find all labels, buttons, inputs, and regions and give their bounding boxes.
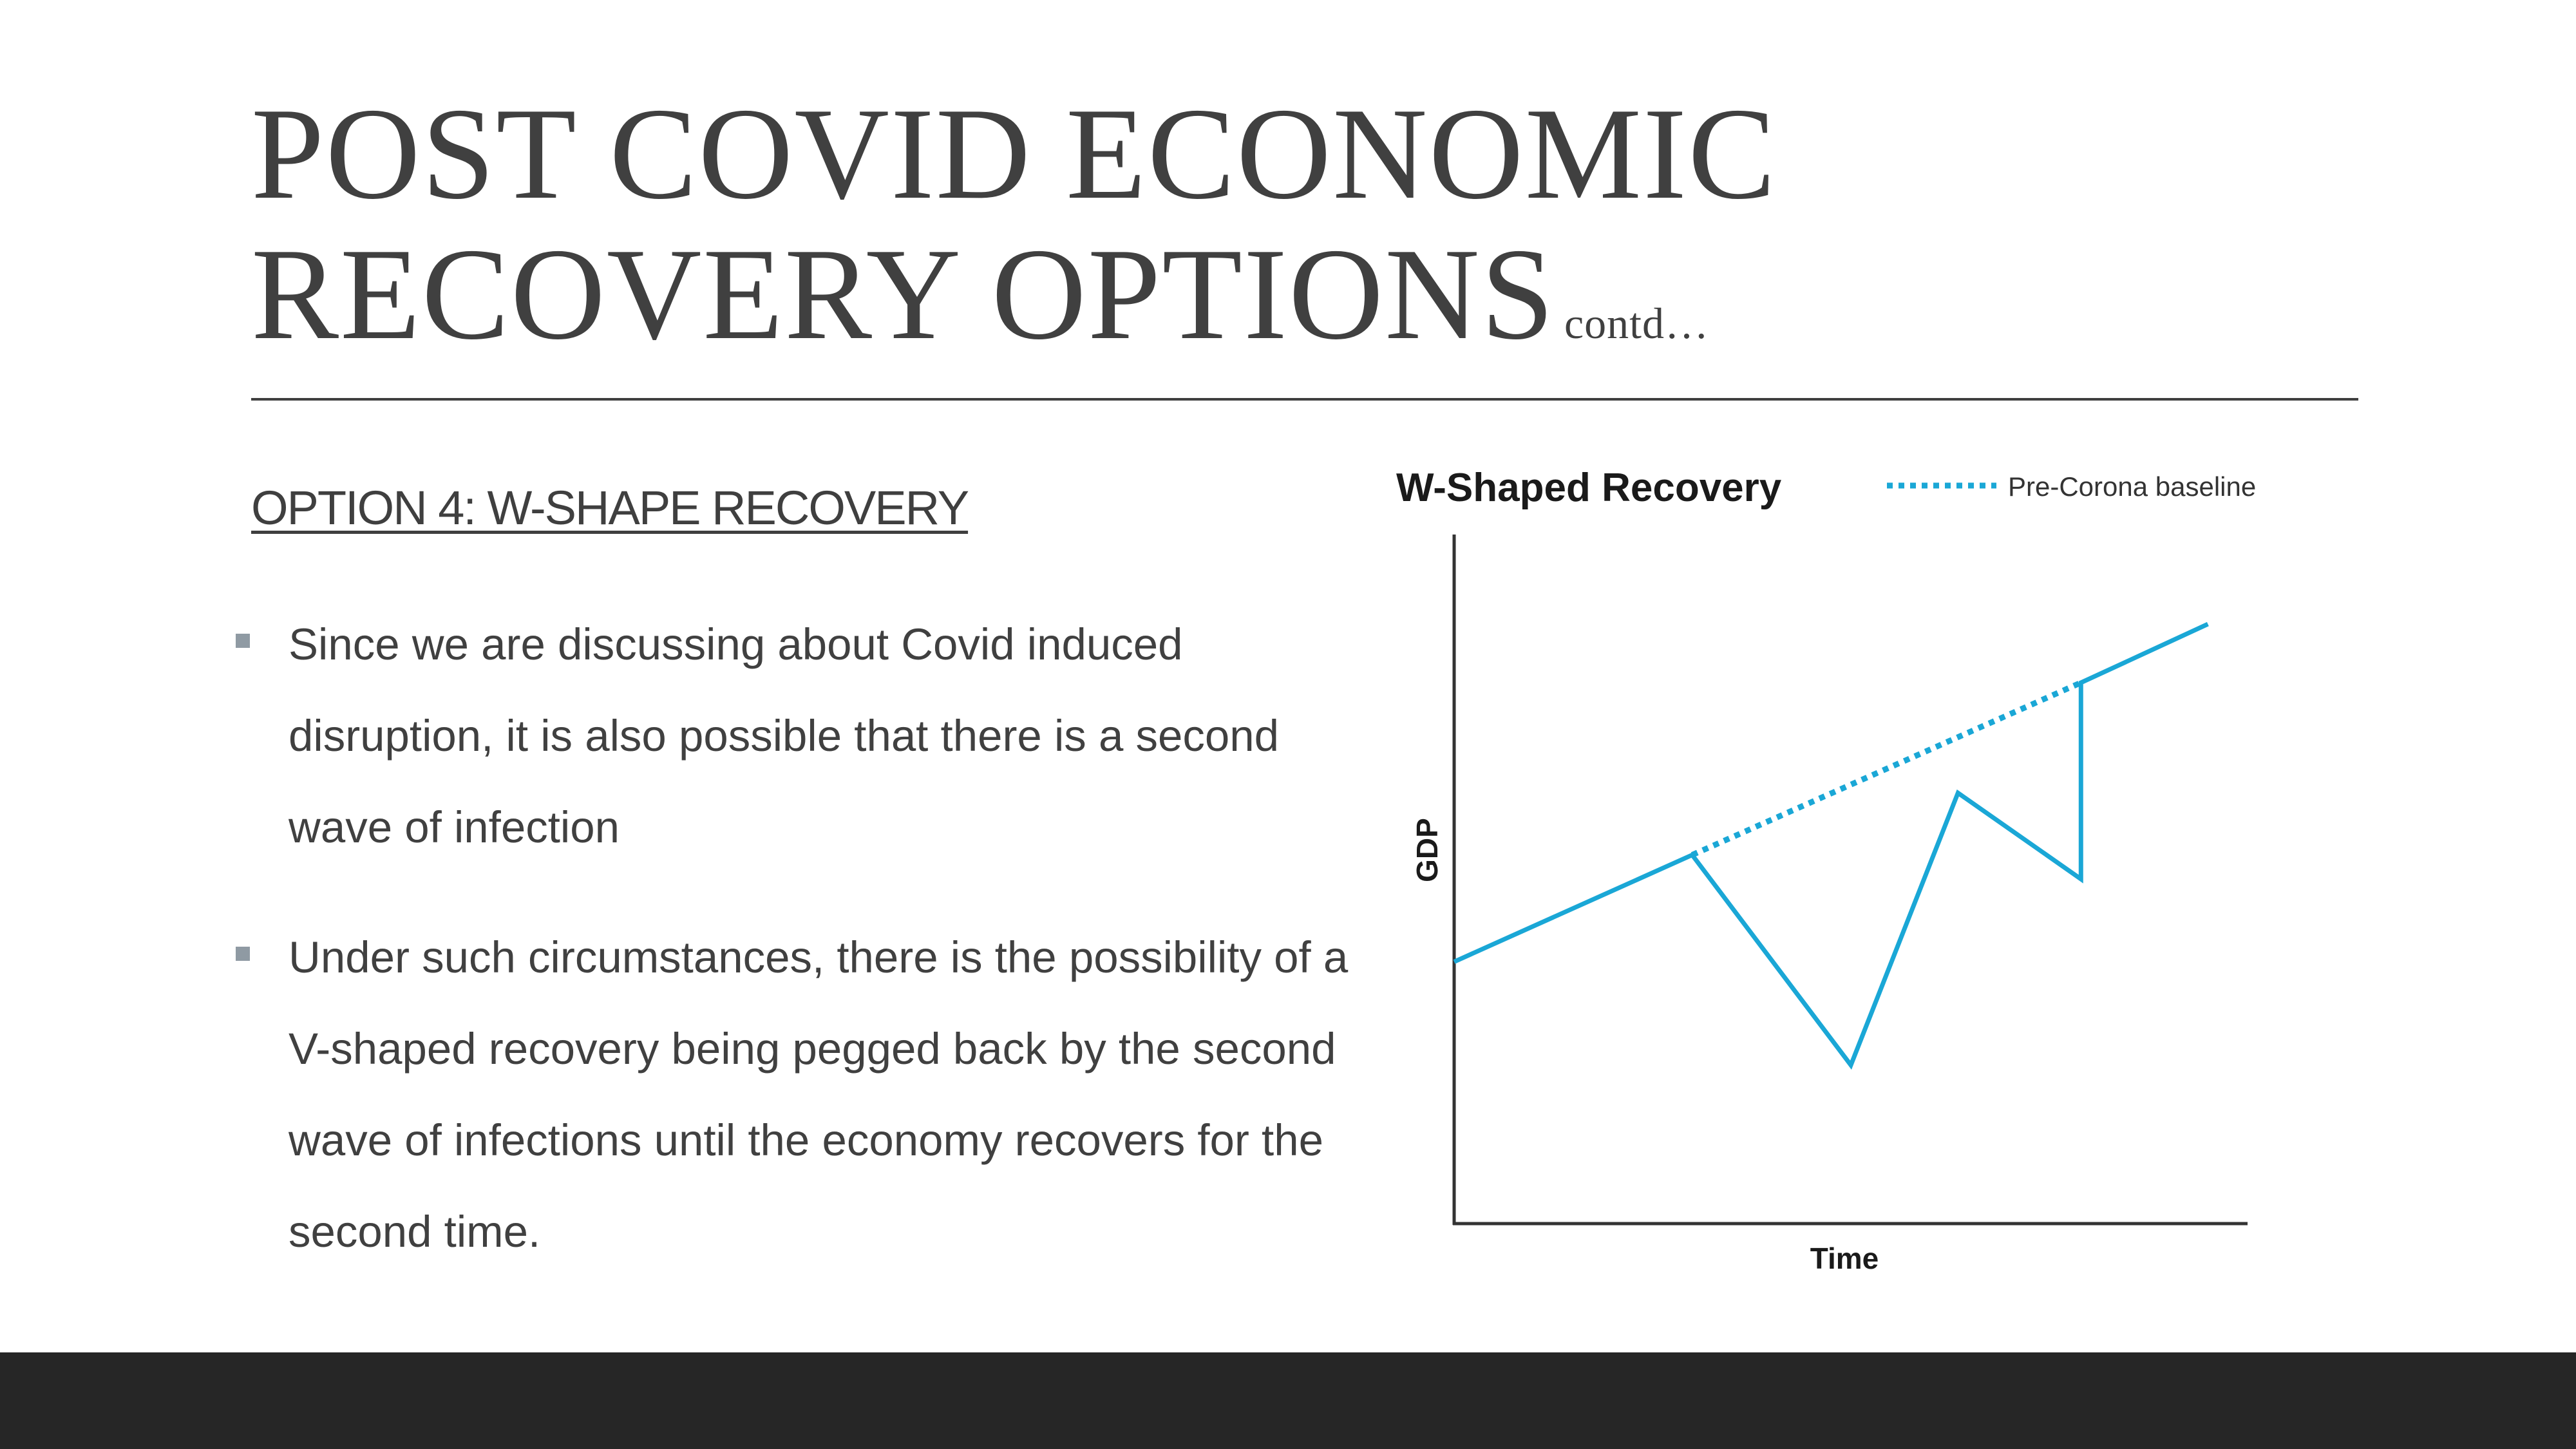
- x-axis-label: Time: [1810, 1242, 1879, 1275]
- option-heading: OPTION 4: W-SHAPE RECOVERY: [251, 481, 969, 535]
- legend-label: Pre-Corona baseline: [2008, 471, 2256, 502]
- bullet-text: Under such circumstances, there is the p…: [289, 933, 1349, 1256]
- footer-bar: [0, 1352, 2576, 1449]
- bullet-item: Under such circumstances, there is the p…: [232, 912, 1378, 1278]
- series-group: [1453, 621, 2209, 1070]
- title-line-2: RECOVERY OPTIONS contd…: [251, 224, 2376, 393]
- title-line-1: POST COVID ECONOMIC: [251, 81, 1777, 227]
- title-suffix: contd…: [1564, 299, 1710, 348]
- gdp-series-line: [1453, 621, 2209, 1070]
- bullet-square-icon: [236, 634, 250, 648]
- bullet-square-icon: [236, 947, 250, 961]
- chart-canvas: W-Shaped Recovery Pre-Corona baseline GD…: [1396, 466, 2256, 1275]
- bullet-item: Since we are discussing about Covid indu…: [232, 599, 1378, 873]
- y-axis-label: GDP: [1410, 818, 1444, 882]
- title-line-2-text: RECOVERY OPTIONS: [251, 222, 1555, 367]
- title-divider: [251, 398, 2358, 401]
- bullet-text: Since we are discussing about Covid indu…: [289, 620, 1280, 852]
- w-shape-chart: W-Shaped Recovery Pre-Corona baseline GD…: [1365, 438, 2331, 1301]
- baseline-series-line: [1690, 679, 2083, 858]
- slide-title: POST COVID ECONOMIC RECOVERY OPTIONS cont…: [251, 84, 2376, 393]
- bullet-list: Since we are discussing about Covid indu…: [232, 599, 1378, 1316]
- chart-title: W-Shaped Recovery: [1396, 466, 1782, 510]
